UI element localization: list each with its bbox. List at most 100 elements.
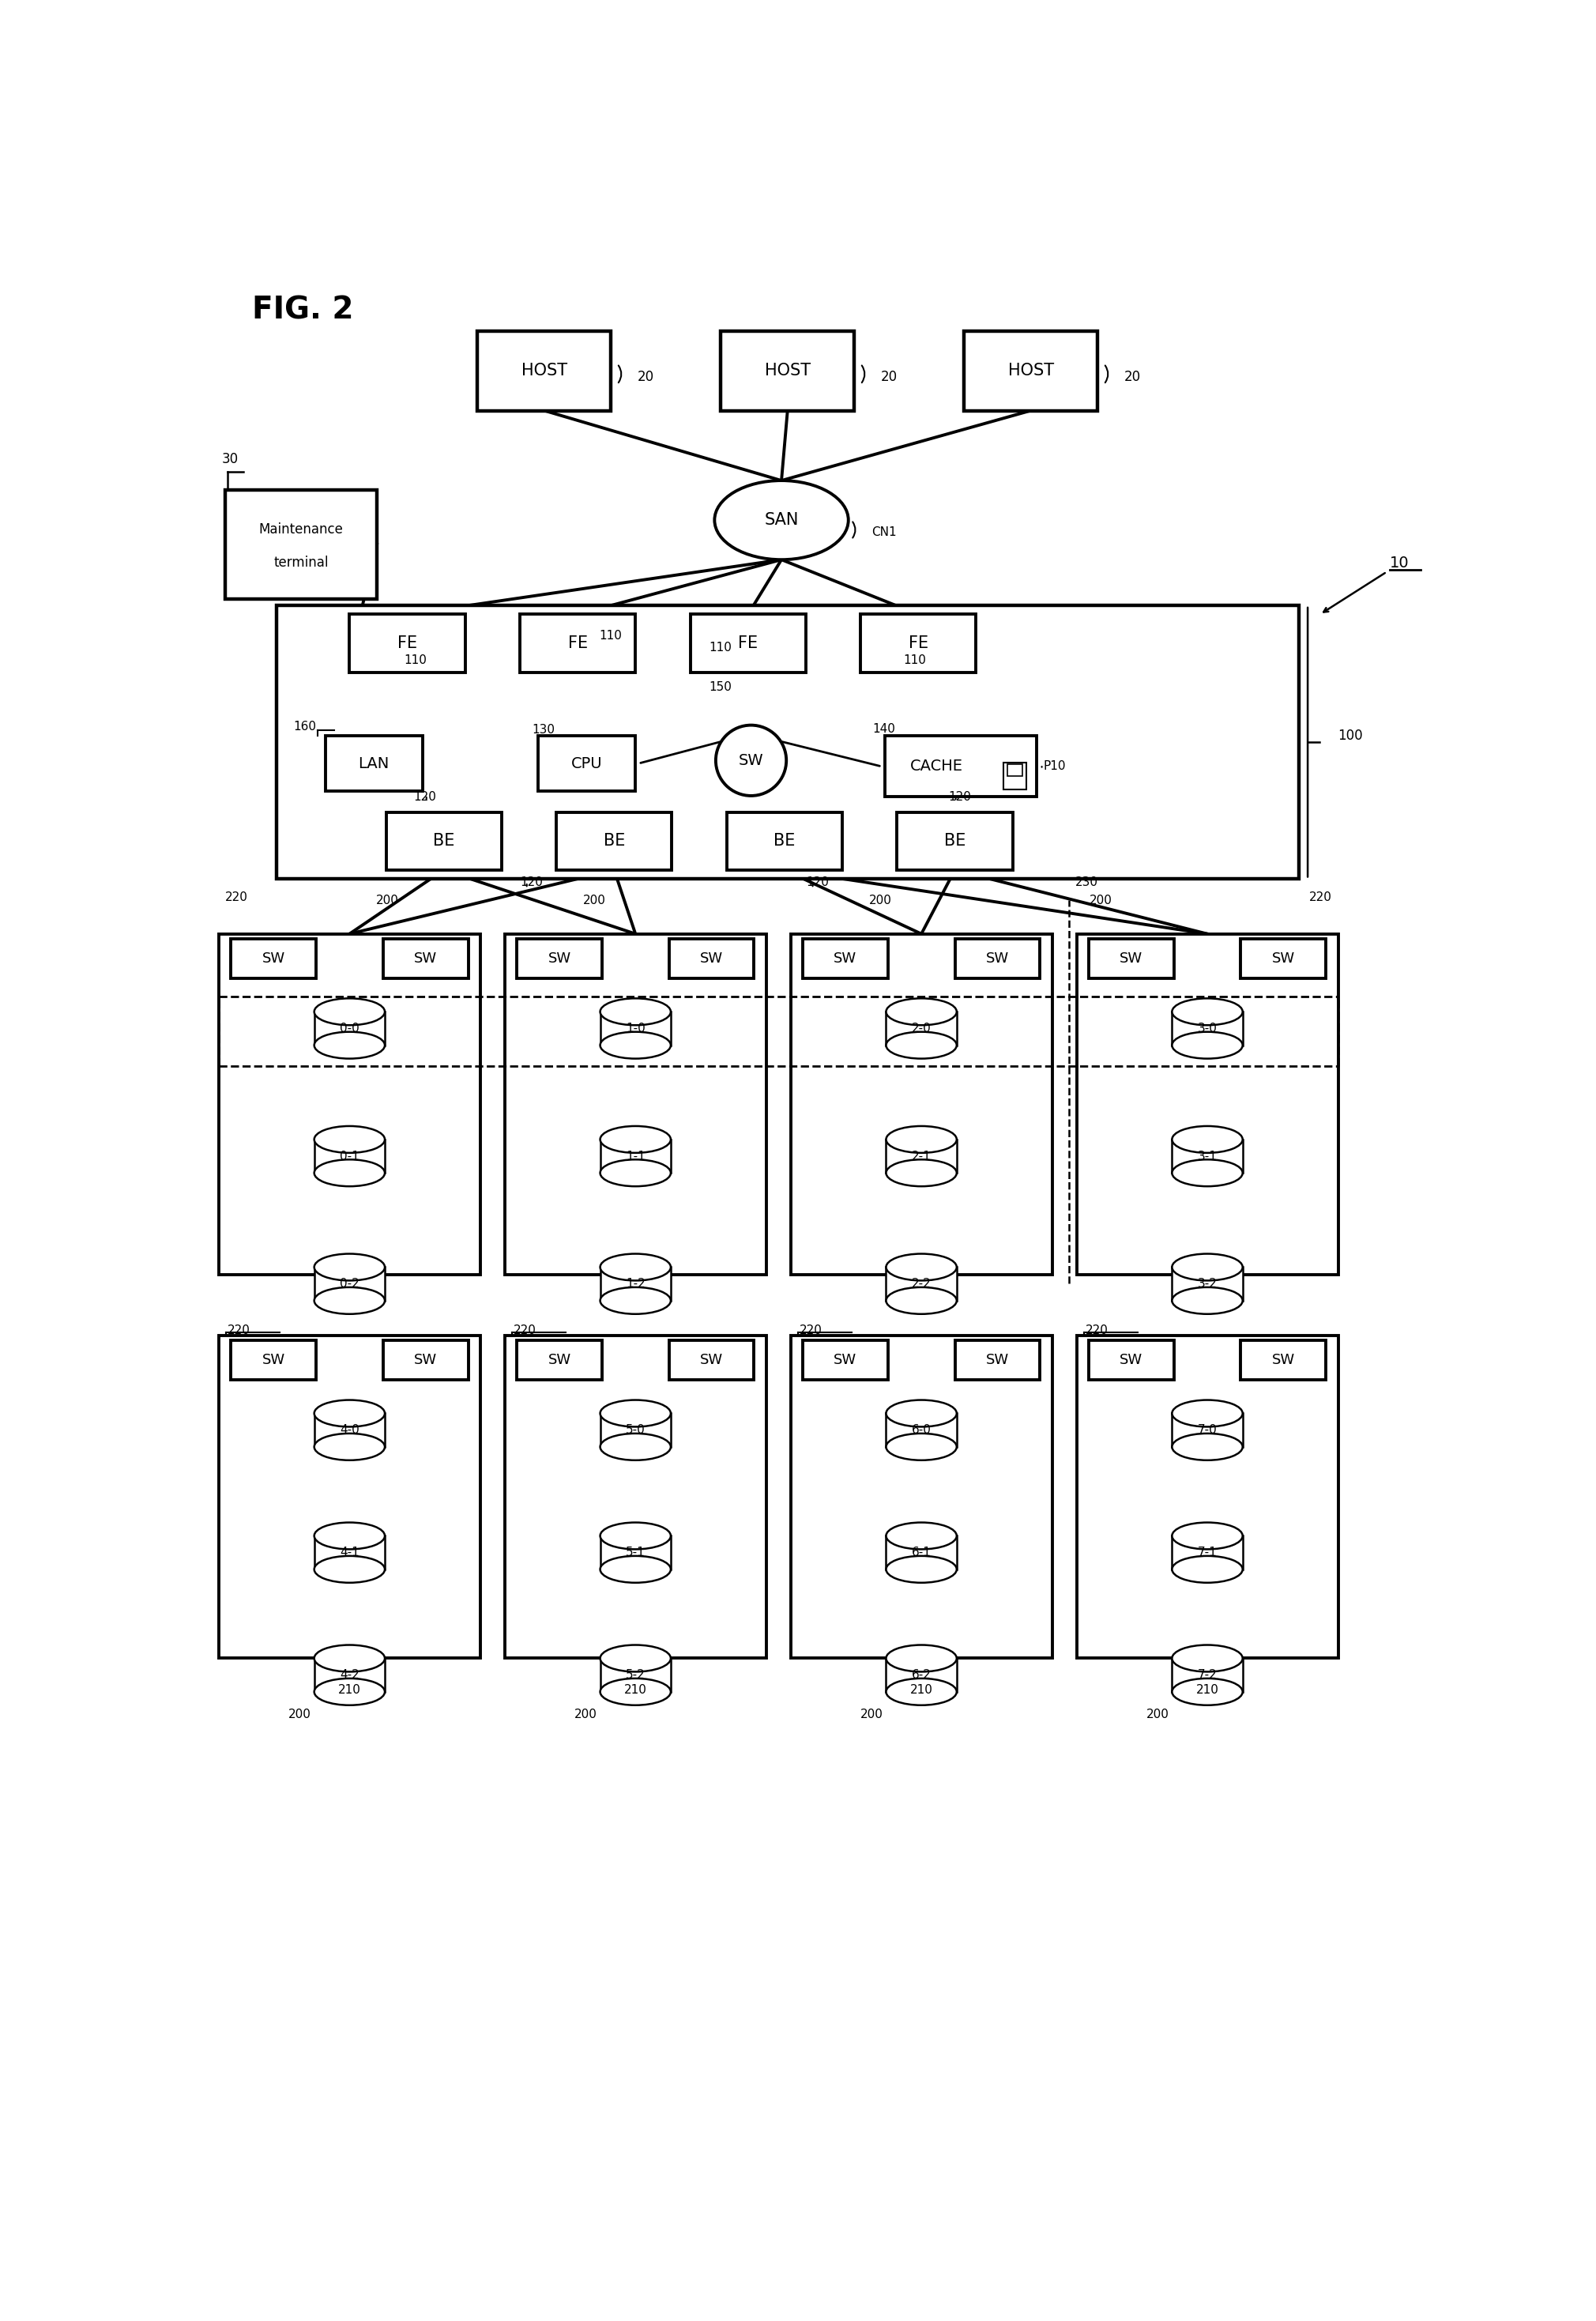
Bar [600, 1267, 670, 1300]
Ellipse shape [314, 1288, 385, 1314]
Bar [721, 332, 854, 411]
Bar [504, 1335, 766, 1657]
Ellipse shape [600, 1678, 670, 1706]
Text: BE: BE [603, 833, 626, 849]
Bar [886, 1140, 956, 1172]
Bar [1077, 1335, 1337, 1657]
Text: SW: SW [413, 1353, 437, 1367]
Ellipse shape [600, 1126, 670, 1154]
Text: 140: 140 [873, 722, 895, 736]
Text: 210: 210 [624, 1685, 646, 1697]
Text: 210: 210 [1195, 1685, 1219, 1697]
Text: SW: SW [547, 952, 571, 966]
Text: SW: SW [1120, 952, 1143, 966]
Bar [886, 1537, 956, 1569]
Text: FE: FE [568, 636, 587, 652]
Text: FE: FE [397, 636, 417, 652]
Text: BE: BE [433, 833, 455, 849]
Bar [314, 1537, 385, 1569]
Bar [884, 736, 1037, 796]
Ellipse shape [886, 1523, 956, 1548]
Text: 1-0: 1-0 [626, 1024, 645, 1035]
Bar [383, 938, 468, 977]
Text: 3-2: 3-2 [1197, 1279, 1218, 1290]
Text: 120: 120 [948, 791, 972, 803]
Ellipse shape [715, 480, 849, 559]
Bar [954, 938, 1041, 977]
Bar [886, 1267, 956, 1300]
Text: 160: 160 [294, 722, 316, 733]
Bar [669, 938, 753, 977]
Text: 220: 220 [514, 1325, 536, 1337]
Text: 4-0: 4-0 [340, 1425, 359, 1437]
Ellipse shape [314, 1160, 385, 1186]
Ellipse shape [886, 1126, 956, 1154]
Bar [1240, 938, 1326, 977]
Ellipse shape [600, 1555, 670, 1583]
Text: SW: SW [701, 952, 723, 966]
Bar [790, 1335, 1052, 1657]
Bar [1004, 761, 1026, 789]
Bar [600, 1140, 670, 1172]
Ellipse shape [886, 1400, 956, 1427]
Text: 220: 220 [1085, 1325, 1109, 1337]
Bar [517, 938, 602, 977]
Text: 110: 110 [709, 643, 733, 655]
Text: HOST: HOST [764, 362, 811, 378]
Text: 20: 20 [881, 369, 897, 385]
Text: 6-2: 6-2 [911, 1669, 930, 1680]
Text: 1-1: 1-1 [626, 1151, 645, 1163]
Ellipse shape [886, 1434, 956, 1460]
Text: 200: 200 [860, 1708, 883, 1720]
Bar [517, 1339, 602, 1381]
Text: 5-2: 5-2 [626, 1669, 645, 1680]
Text: 0-0: 0-0 [340, 1024, 359, 1035]
Text: CN1: CN1 [871, 527, 897, 538]
Text: 4-2: 4-2 [340, 1669, 359, 1680]
Text: 6-1: 6-1 [911, 1546, 930, 1557]
Ellipse shape [600, 1523, 670, 1548]
Ellipse shape [1171, 1523, 1243, 1548]
Ellipse shape [314, 1646, 385, 1671]
Ellipse shape [600, 1160, 670, 1186]
Text: SW: SW [739, 752, 763, 768]
Bar [219, 1335, 480, 1657]
Ellipse shape [886, 1555, 956, 1583]
Text: SW: SW [701, 1353, 723, 1367]
Bar [350, 615, 464, 673]
Ellipse shape [314, 1678, 385, 1706]
Bar [314, 1267, 385, 1300]
Text: 130: 130 [531, 724, 555, 736]
Text: 210: 210 [338, 1685, 361, 1697]
Text: SW: SW [262, 1353, 286, 1367]
Bar [1171, 1537, 1243, 1569]
Text: FE: FE [737, 636, 758, 652]
Ellipse shape [886, 1646, 956, 1671]
Bar [1077, 933, 1337, 1274]
Ellipse shape [600, 1400, 670, 1427]
Bar [600, 1012, 670, 1044]
Bar [689, 615, 806, 673]
Text: 200: 200 [1146, 1708, 1170, 1720]
Text: CPU: CPU [571, 757, 602, 771]
Text: 2-1: 2-1 [911, 1151, 930, 1163]
Text: CACHE: CACHE [910, 759, 962, 773]
Ellipse shape [1171, 1678, 1243, 1706]
Text: SW: SW [1272, 1353, 1294, 1367]
Bar [600, 1413, 670, 1446]
Bar [1240, 1339, 1326, 1381]
Text: SW: SW [833, 1353, 857, 1367]
Ellipse shape [1171, 1646, 1243, 1671]
Ellipse shape [314, 1126, 385, 1154]
Text: 110: 110 [404, 655, 428, 666]
Text: 0-2: 0-2 [340, 1279, 359, 1290]
Text: 220: 220 [228, 1325, 251, 1337]
Bar [897, 812, 1012, 870]
Ellipse shape [600, 1288, 670, 1314]
Text: 220: 220 [225, 891, 247, 903]
Text: SW: SW [1272, 952, 1294, 966]
Ellipse shape [886, 1253, 956, 1281]
Text: SW: SW [413, 952, 437, 966]
Bar [314, 1012, 385, 1044]
Text: 10: 10 [1390, 555, 1409, 571]
